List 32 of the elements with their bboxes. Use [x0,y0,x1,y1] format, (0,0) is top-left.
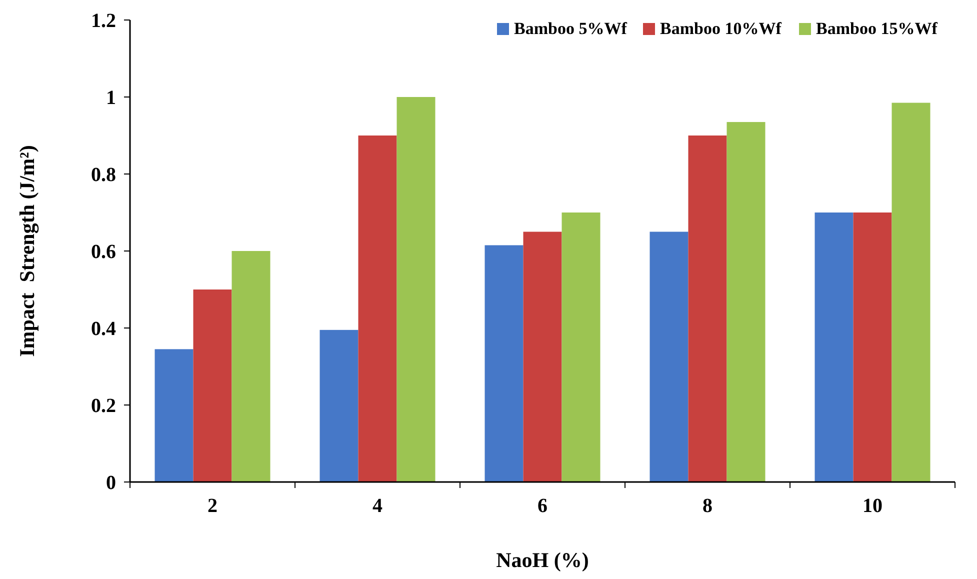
bar [523,232,562,482]
bar [650,232,688,482]
x-tick-label: 8 [702,495,712,517]
bar [688,136,727,482]
bar [232,251,270,482]
bar [396,97,436,482]
y-tick-label: 0 [106,472,116,494]
bar [358,136,397,482]
x-tick-label: 4 [372,495,382,517]
bar [193,290,232,482]
y-tick-label: 0.4 [91,318,116,340]
bar [892,102,930,482]
bar [853,212,892,482]
y-tick-label: 0.2 [91,395,116,417]
bar [484,245,524,482]
bar [562,212,600,482]
legend-label: Bamboo 10%Wf [660,19,782,38]
y-tick-label: 1.2 [91,10,116,32]
x-tick-label: 6 [538,495,548,517]
x-axis-title: NaoH (%) [496,548,589,572]
legend-label: Bamboo 15%Wf [816,19,938,38]
y-tick-label: 1 [106,87,116,109]
x-tick-label: 2 [208,495,218,517]
x-tick-label: 10 [862,495,882,517]
bar [814,212,854,482]
y-axis-title: Impact Strength (J/m²) [15,145,39,357]
y-tick-label: 0.6 [91,241,116,263]
y-tick-label: 0.8 [91,164,116,186]
bar [154,349,194,482]
legend-label: Bamboo 5%Wf [514,19,628,38]
bar [320,330,358,482]
bar [726,122,766,482]
